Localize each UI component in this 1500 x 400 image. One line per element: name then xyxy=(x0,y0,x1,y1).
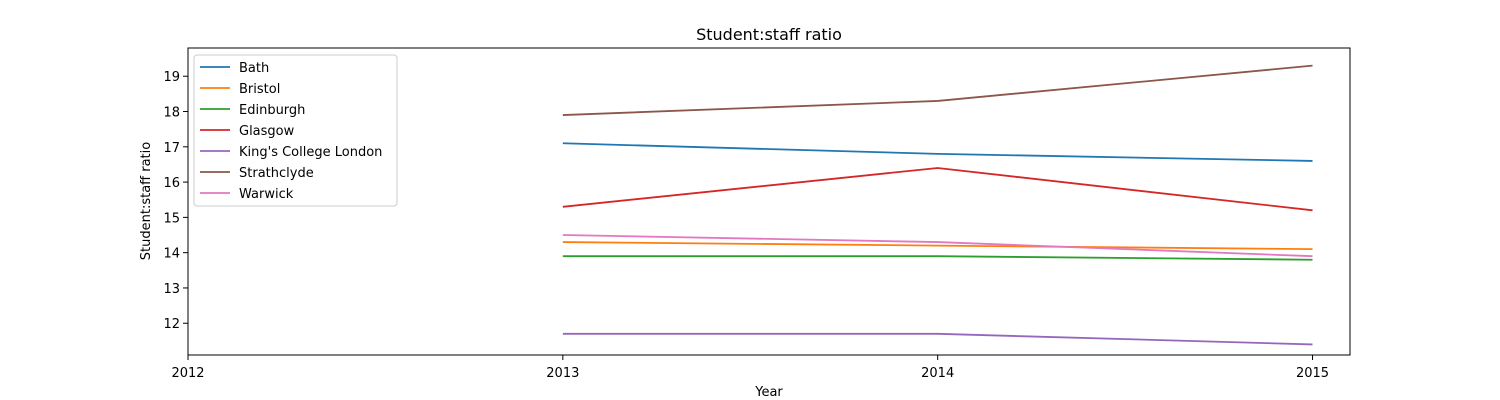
series-line-edinburgh xyxy=(562,255,1313,261)
plot-frame xyxy=(187,47,1351,356)
chart-title: Student:staff ratio xyxy=(696,25,842,44)
x-tick-label: 2015 xyxy=(1296,366,1329,381)
y-axis: 12 13 14 15 16 17 18 19 xyxy=(163,70,188,332)
y-tick-label: 17 xyxy=(163,141,180,156)
y-tick-label: 12 xyxy=(163,317,180,332)
y-tick-label: 14 xyxy=(163,247,180,262)
legend-label: Bath xyxy=(239,61,269,76)
legend-label: Strathclyde xyxy=(239,166,314,181)
series-line-glasgow xyxy=(562,167,1313,212)
series-line-bath xyxy=(562,142,1313,162)
y-axis-title: Student:staff ratio xyxy=(139,142,154,261)
x-tick-label: 2012 xyxy=(171,366,204,381)
legend-label: Warwick xyxy=(239,187,294,202)
series-line-king-s-college-london xyxy=(562,332,1313,346)
series-lines xyxy=(562,64,1313,346)
y-tick-label: 16 xyxy=(163,176,180,191)
series-line-warwick xyxy=(562,234,1313,258)
legend-box xyxy=(193,54,398,207)
y-tick-label: 13 xyxy=(163,282,180,297)
legend-label: Bristol xyxy=(239,82,280,97)
series-line-bristol xyxy=(562,241,1313,251)
y-tick-label: 18 xyxy=(163,106,180,121)
x-tick-label: 2013 xyxy=(546,366,579,381)
y-tick-label: 19 xyxy=(163,70,180,85)
legend-label: Edinburgh xyxy=(239,103,305,118)
x-axis: 2012 2013 2014 2015 xyxy=(171,355,1329,381)
series-line-strathclyde xyxy=(562,64,1313,116)
legend-label: Glasgow xyxy=(239,124,295,139)
x-tick-label: 2014 xyxy=(921,366,954,381)
x-axis-title: Year xyxy=(754,385,783,400)
legend: Bath Bristol Edinburgh Glasgow King's Colleg… xyxy=(193,54,398,207)
plot-area xyxy=(187,47,1351,356)
legend-label: King's College London xyxy=(239,145,382,160)
y-tick-label: 15 xyxy=(163,211,180,226)
